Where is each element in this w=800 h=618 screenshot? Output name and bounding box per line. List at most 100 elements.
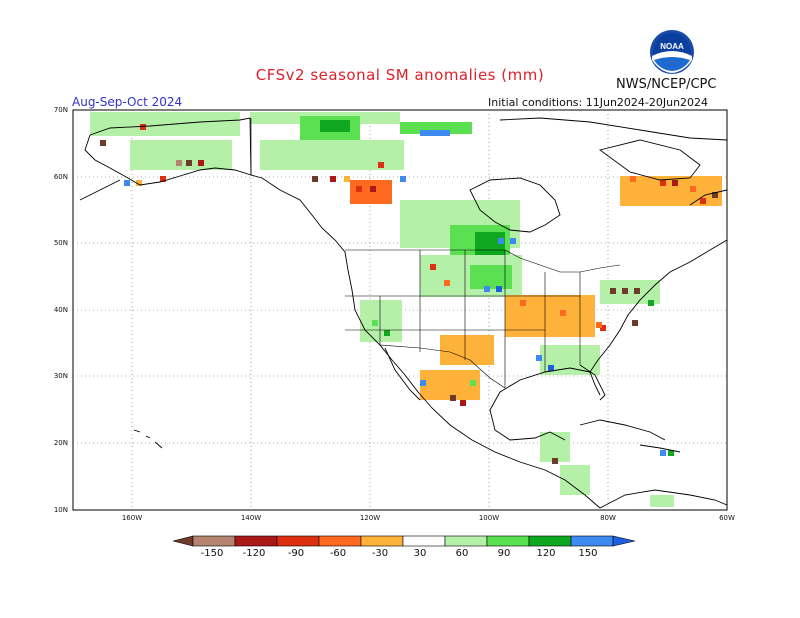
anomaly-cell bbox=[360, 336, 366, 342]
anomaly-cell bbox=[208, 152, 214, 158]
anomaly-cell bbox=[178, 140, 184, 146]
anomaly-cell bbox=[547, 307, 553, 313]
anomaly-cell bbox=[648, 292, 654, 298]
anomaly-cell bbox=[572, 477, 578, 483]
anomaly-cell bbox=[450, 285, 456, 291]
lat-label: 50N bbox=[54, 239, 68, 247]
anomaly-cell bbox=[692, 200, 698, 206]
anomaly-cell bbox=[487, 232, 493, 238]
anomaly-cell bbox=[571, 313, 577, 319]
anomaly-cell bbox=[462, 237, 468, 243]
anomaly-cell bbox=[332, 164, 338, 170]
anomaly-cell bbox=[372, 330, 378, 336]
anomaly-cell bbox=[214, 164, 220, 170]
anomaly-cell bbox=[560, 465, 566, 471]
anomaly-cell bbox=[424, 230, 430, 236]
anomaly-cell bbox=[132, 112, 138, 118]
anomaly-cell bbox=[234, 130, 240, 136]
anomaly-cell bbox=[186, 124, 192, 130]
anomaly-cell bbox=[488, 265, 494, 271]
anomaly-cell bbox=[356, 180, 362, 186]
anomaly-cell bbox=[541, 331, 547, 337]
anomaly-cell bbox=[468, 225, 474, 231]
anomaly-cell bbox=[220, 164, 226, 170]
anomaly-cell bbox=[370, 186, 376, 192]
anomaly-cell bbox=[523, 307, 529, 313]
anomaly-cell bbox=[216, 130, 222, 136]
anomaly-cell bbox=[366, 336, 372, 342]
anomaly-cell bbox=[140, 124, 146, 130]
anomaly-cell bbox=[262, 118, 268, 124]
anomaly-cell bbox=[668, 450, 674, 456]
anomaly-cell bbox=[426, 388, 432, 394]
anomaly-cell bbox=[490, 200, 496, 206]
anomaly-cell bbox=[268, 112, 274, 118]
anomaly-cell bbox=[536, 355, 542, 361]
anomaly-cell bbox=[686, 176, 692, 182]
anomaly-cell bbox=[108, 124, 114, 130]
anomaly-cell bbox=[168, 112, 174, 118]
anomaly-cell bbox=[130, 158, 136, 164]
anomaly-cell bbox=[490, 206, 496, 212]
anomaly-cell bbox=[196, 146, 202, 152]
anomaly-cell bbox=[108, 130, 114, 136]
anomaly-cell bbox=[506, 283, 512, 289]
anomaly-cell bbox=[656, 182, 662, 188]
anomaly-cell bbox=[559, 319, 565, 325]
anomaly-cell bbox=[260, 146, 266, 152]
anomaly-cell bbox=[547, 301, 553, 307]
anomaly-cell bbox=[312, 116, 318, 122]
anomaly-cell bbox=[442, 206, 448, 212]
anomaly-cell bbox=[308, 152, 314, 158]
anomaly-cell bbox=[136, 164, 142, 170]
anomaly-cell bbox=[462, 394, 468, 400]
anomaly-cell bbox=[178, 146, 184, 152]
anomaly-cell bbox=[680, 200, 686, 206]
anomaly-cell bbox=[600, 280, 606, 286]
anomaly-cell bbox=[306, 122, 312, 128]
anomaly-cell bbox=[424, 224, 430, 230]
anomaly-cell bbox=[540, 369, 546, 375]
anomaly-cell bbox=[442, 224, 448, 230]
anomaly-cell bbox=[510, 267, 516, 273]
anomaly-cell bbox=[296, 152, 302, 158]
anomaly-cell bbox=[320, 120, 326, 126]
anomaly-cell bbox=[360, 318, 366, 324]
anomaly-cell bbox=[523, 295, 529, 301]
noaa-logo-text: NOAA bbox=[660, 42, 684, 51]
colorbar-segment bbox=[276, 535, 320, 547]
anomaly-cell bbox=[412, 212, 418, 218]
anomaly-cell bbox=[541, 301, 547, 307]
anomaly-cell bbox=[716, 194, 722, 200]
anomaly-cell bbox=[334, 112, 340, 118]
anomaly-cell bbox=[660, 180, 666, 186]
anomaly-cell bbox=[466, 206, 472, 212]
anomaly-cell bbox=[362, 152, 368, 158]
anomaly-cell bbox=[222, 130, 228, 136]
anomaly-cell bbox=[442, 236, 448, 242]
anomaly-cell bbox=[420, 267, 426, 273]
anomaly-cell bbox=[464, 341, 470, 347]
anomaly-cell bbox=[150, 124, 156, 130]
anomaly-cell bbox=[644, 194, 650, 200]
anomaly-cell bbox=[210, 112, 216, 118]
anomaly-cell bbox=[226, 158, 232, 164]
anomaly-cell bbox=[348, 134, 354, 140]
anomaly-cell bbox=[468, 376, 474, 382]
anomaly-cell bbox=[487, 250, 493, 256]
anomaly-cell bbox=[698, 194, 704, 200]
anomaly-cell bbox=[156, 124, 162, 130]
anomaly-cell bbox=[583, 325, 589, 331]
anomaly-cell bbox=[546, 444, 552, 450]
longitude-labels: 160W 140W 120W 100W 80W 60W bbox=[122, 514, 735, 522]
anomaly-cell bbox=[618, 280, 624, 286]
anomaly-cell bbox=[547, 325, 553, 331]
anomaly-cell bbox=[564, 351, 570, 357]
anomaly-cell bbox=[558, 357, 564, 363]
anomaly-cell bbox=[180, 130, 186, 136]
colorbar-label: -150 bbox=[201, 548, 224, 559]
anomaly-cell bbox=[398, 164, 404, 170]
anomaly-cell bbox=[442, 200, 448, 206]
anomaly-cell bbox=[138, 118, 144, 124]
anomaly-cell bbox=[474, 291, 480, 297]
